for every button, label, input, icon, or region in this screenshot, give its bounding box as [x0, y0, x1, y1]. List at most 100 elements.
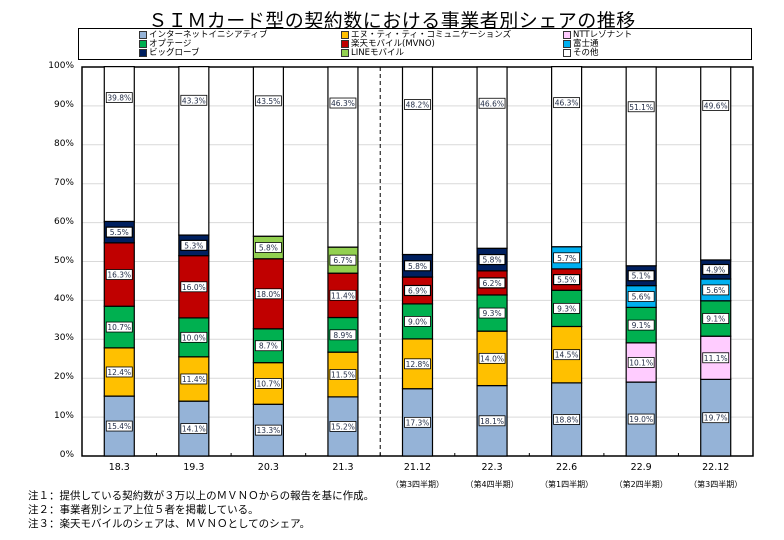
data-label-box — [180, 373, 208, 385]
footnote: 注１：提供している契約数が３万以上のＭＶＮＯからの報告を基に作成。 — [28, 490, 375, 502]
legend-label: オプテージ — [149, 39, 192, 49]
data-label-box — [702, 263, 730, 276]
data-label-box — [702, 284, 730, 296]
data-label-box — [553, 273, 581, 286]
data-label: 5.3% — [184, 241, 203, 250]
data-label-box — [254, 378, 282, 389]
x-tick-sublabel: （第1四半期） — [540, 480, 594, 489]
data-label: 48.2% — [406, 100, 430, 109]
data-label-box — [105, 269, 133, 280]
data-label-box — [553, 302, 581, 314]
data-label: 14.0% — [480, 354, 504, 363]
data-label-box — [627, 101, 655, 113]
data-label: 5.6% — [632, 293, 651, 302]
legend-item: LINEモバイル — [341, 48, 404, 58]
data-label-box — [404, 316, 431, 327]
y-tick-label: 40% — [53, 294, 74, 305]
data-label: 5.5% — [557, 276, 576, 285]
x-tick-label: 19.3 — [183, 462, 205, 473]
data-label-box — [478, 253, 506, 266]
y-tick-label: 90% — [53, 99, 74, 110]
data-label: 19.0% — [629, 415, 653, 424]
x-tick-label: 22.12 — [702, 462, 730, 473]
data-label: 43.3% — [182, 96, 206, 105]
data-label-box — [553, 349, 581, 361]
data-label: 13.3% — [256, 426, 280, 435]
data-label-box — [180, 331, 208, 343]
x-tick-sublabel: （第3四半期） — [390, 480, 445, 489]
data-label-box — [478, 415, 506, 427]
data-label: 14.5% — [555, 351, 579, 360]
y-tick-label: 100% — [48, 61, 74, 71]
y-tick-label: 80% — [53, 138, 74, 149]
x-tick-label: 22.3 — [481, 462, 503, 473]
data-label: 10.0% — [182, 333, 206, 342]
legend-swatch — [563, 49, 571, 57]
bar-segment — [103, 66, 135, 223]
data-label-box — [627, 270, 655, 282]
data-label: 51.1% — [629, 103, 653, 112]
data-label-box — [553, 97, 581, 109]
bar-segment — [476, 66, 508, 249]
data-label-box — [627, 291, 655, 302]
y-tick-label: 0% — [59, 450, 74, 460]
data-label: 6.2% — [483, 279, 502, 288]
data-label-box — [329, 369, 357, 380]
legend-label: LINEモバイル — [351, 48, 404, 58]
data-label: 10.1% — [629, 358, 653, 367]
data-label-box — [702, 100, 730, 111]
data-label: 6.9% — [408, 286, 427, 295]
data-label: 5.5% — [110, 228, 129, 237]
y-tick-label: 30% — [53, 333, 74, 344]
footnotes: 注１：提供している契約数が３万以上のＭＶＮＯからの報告を基に作成。 注２：事業者… — [28, 489, 374, 531]
data-label-box — [403, 260, 432, 272]
legend-label: エヌ・ティ・ティ・コミュニケーションズ — [351, 30, 512, 40]
data-label: 49.6% — [704, 102, 728, 111]
data-label: 9.3% — [557, 304, 576, 313]
data-label-box — [329, 421, 357, 432]
legend-label: 富士通 — [573, 39, 599, 49]
legend-swatch — [341, 31, 349, 39]
data-label: 11.4% — [331, 291, 355, 300]
x-tick-label: 21.3 — [332, 462, 354, 473]
data-label: 15.2% — [331, 422, 355, 431]
data-label-box — [105, 366, 133, 378]
data-label: 5.1% — [632, 272, 651, 281]
data-label: 43.5% — [256, 97, 280, 106]
data-label-box — [105, 420, 133, 432]
legend-item: 楽天モバイル(MVNO) — [341, 39, 435, 49]
data-label-box — [627, 357, 655, 368]
x-tick-sublabel: （第2四半期） — [614, 480, 668, 489]
x-tick-sublabel: （第3四半期） — [689, 480, 743, 489]
data-label-box — [254, 340, 282, 352]
data-label-box — [254, 242, 282, 253]
data-label: 9.3% — [483, 309, 502, 318]
legend-swatch — [563, 40, 571, 48]
bar-segment — [252, 66, 284, 237]
data-label: 4.9% — [706, 265, 725, 274]
data-label-box — [404, 99, 431, 110]
data-label-box — [180, 94, 208, 106]
data-label: 10.7% — [107, 323, 131, 332]
x-tick-label: 21.12 — [403, 462, 432, 473]
data-label: 18.1% — [480, 417, 504, 426]
data-label-box — [105, 321, 133, 333]
bar-segment — [178, 66, 210, 236]
data-label-box — [553, 414, 581, 425]
data-label: 39.8% — [107, 94, 131, 103]
data-label-box — [329, 289, 357, 301]
data-label: 5.6% — [706, 286, 725, 295]
legend-item: エヌ・ティ・ティ・コミュニケーションズ — [341, 30, 511, 40]
data-label: 46.3% — [555, 99, 579, 108]
legend-item: 富士通 — [563, 39, 599, 49]
data-label: 18.0% — [256, 290, 280, 299]
data-label-box — [254, 95, 282, 107]
bar-segment — [625, 66, 657, 267]
data-label: 12.8% — [406, 360, 430, 369]
data-label: 12.4% — [107, 368, 131, 377]
y-tick-label: 50% — [53, 255, 74, 266]
x-tick-label: 20.3 — [257, 462, 279, 473]
bar-segment — [551, 66, 583, 248]
data-label: 46.3% — [331, 99, 355, 108]
